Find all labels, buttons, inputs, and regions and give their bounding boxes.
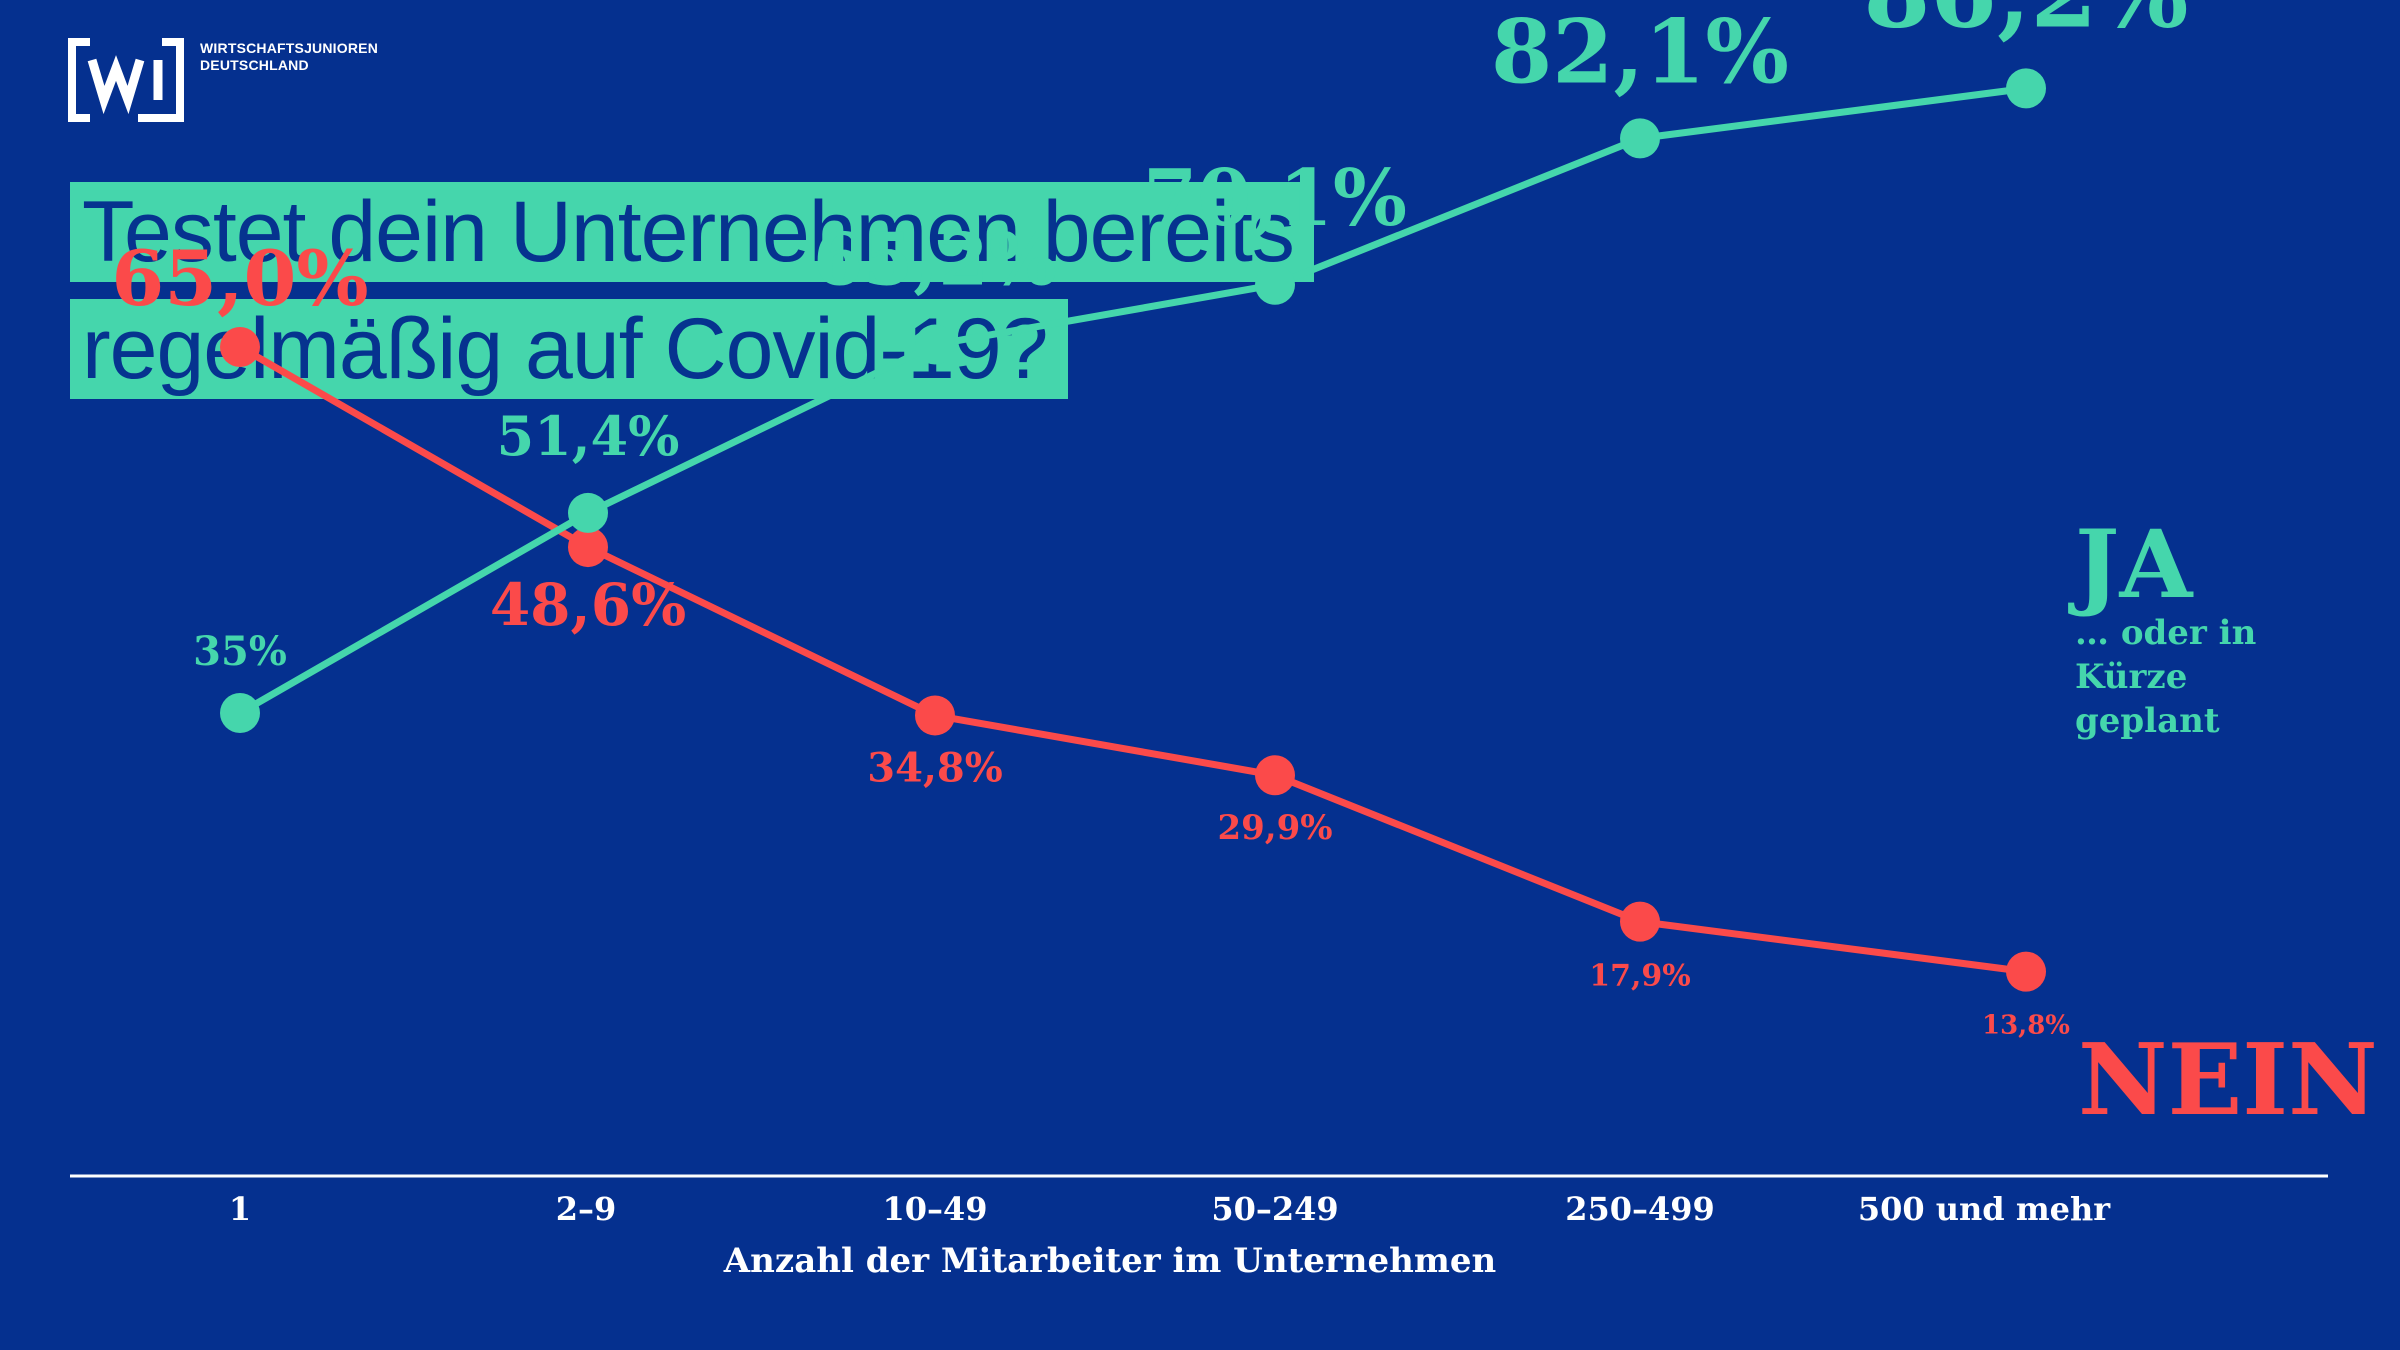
data-label-nein: 17,9% [1589, 959, 1691, 994]
data-label-ja: 65,2% [813, 217, 1057, 302]
series-note-ja-line3: geplant [2075, 701, 2220, 741]
title-line-1: Testet dein Unternehmen bereits [70, 182, 1314, 282]
wj-logo-mark [68, 38, 188, 122]
series-name-ja: JA [2068, 510, 2193, 620]
x-tick-label: 50–249 [1211, 1190, 1338, 1228]
data-point-ja [568, 492, 608, 533]
data-point-ja [1255, 264, 1295, 305]
org-name-line2: DEUTSCHLAND [200, 57, 309, 73]
data-point-nein [568, 527, 608, 568]
data-label-nein: 29,9% [1217, 808, 1332, 848]
series-name-nein: NEIN [2078, 1023, 2378, 1138]
data-point-ja [2006, 68, 2046, 109]
data-point-ja [220, 693, 260, 733]
data-point-ja [1620, 118, 1660, 159]
data-label-ja: 35% [193, 628, 287, 675]
x-tick-label: 250–499 [1565, 1190, 1715, 1228]
data-label-nein: 65,0% [111, 234, 368, 323]
series-note-ja-line1: … oder in [2075, 613, 2256, 653]
org-name: WIRTSCHAFTSJUNIOREN DEUTSCHLAND [200, 40, 378, 74]
data-point-nein [915, 695, 955, 736]
series-line-ja [238, 84, 2027, 717]
data-label-ja: 82,1% [1491, 0, 1789, 103]
x-tick-label: 10–49 [882, 1190, 987, 1228]
x-axis-title: Anzahl der Mitarbeiter im Unternehmen [723, 1241, 1496, 1281]
data-point-nein [2006, 951, 2046, 992]
x-tick-label: 500 und mehr [1858, 1190, 2111, 1228]
logo: WIRTSCHAFTSJUNIOREN DEUTSCHLAND [68, 38, 378, 122]
x-tick-label: 1 [229, 1190, 251, 1228]
series-note-ja-line2: Kürze [2075, 657, 2187, 697]
data-point-ja [915, 324, 955, 365]
data-label-nein: 13,8% [1982, 1011, 2070, 1041]
data-label-ja: 86,2% [1863, 0, 2188, 49]
data-point-nein [1620, 901, 1660, 942]
series-line-nein [238, 343, 2027, 976]
org-name-line1: WIRTSCHAFTSJUNIOREN [200, 40, 379, 56]
x-tick-label: 2–9 [556, 1190, 617, 1228]
data-label-ja: 51,4% [497, 404, 680, 468]
data-label-nein: 34,8% [867, 744, 1002, 791]
data-label-nein: 48,6% [490, 571, 686, 639]
data-label-ja: 70,1% [1143, 153, 1407, 244]
data-point-nein [220, 327, 260, 367]
data-point-nein [1255, 755, 1295, 796]
